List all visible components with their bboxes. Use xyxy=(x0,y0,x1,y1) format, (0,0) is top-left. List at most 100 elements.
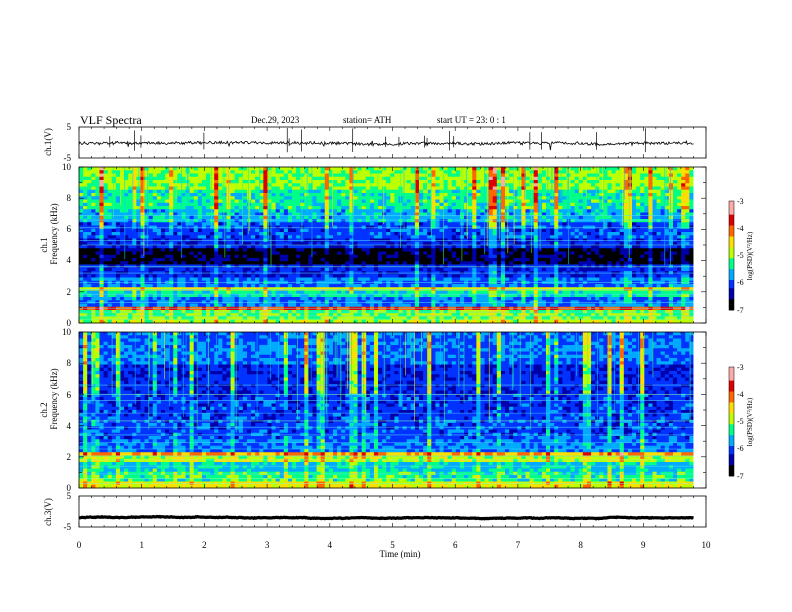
spectrogram-cell xyxy=(517,222,522,226)
spectrogram-cell xyxy=(189,209,195,213)
spectrogram-cell xyxy=(165,199,170,204)
spectrogram-cell xyxy=(545,219,551,223)
spectrogram-cell xyxy=(431,212,436,217)
spectrogram-cell xyxy=(361,167,367,171)
spectrogram-cell xyxy=(591,183,596,187)
spectrogram-cell xyxy=(443,202,449,207)
spectrogram-cell xyxy=(365,189,371,194)
spectrogram-cell xyxy=(668,251,674,256)
spectrogram-cell xyxy=(144,206,150,210)
spectrogram-cell xyxy=(537,254,543,259)
spectrogram-cell xyxy=(201,267,207,272)
spectrogram-cell xyxy=(509,176,514,181)
spectrogram-cell xyxy=(619,248,625,252)
spectrogram-cell xyxy=(640,248,645,252)
spectrogram-cell xyxy=(681,167,686,171)
spectrogram-cell xyxy=(210,222,215,226)
spectrogram-cell xyxy=(496,251,502,256)
spectrogram-cell xyxy=(148,258,154,262)
spectrogram-cell xyxy=(296,235,301,239)
spectrogram-cell xyxy=(308,258,313,262)
spectrogram-cell xyxy=(533,167,539,171)
spectrogram-cell xyxy=(353,183,358,187)
spectrogram-cell xyxy=(668,212,674,217)
spectrogram-cell xyxy=(402,215,408,220)
spectrogram-cell xyxy=(623,258,629,262)
spectrogram-cell xyxy=(591,202,596,207)
spectrogram-cell xyxy=(308,170,313,174)
spectrogram-cell xyxy=(95,183,100,187)
spectrogram-cell xyxy=(447,245,453,249)
spectrogram-cell xyxy=(95,186,100,191)
spectrogram-cell xyxy=(677,228,682,233)
spectrogram-cell xyxy=(591,215,596,220)
spectrogram-cell xyxy=(636,241,641,246)
spectrogram-cell xyxy=(636,212,641,217)
spectrogram-cell xyxy=(582,241,588,246)
spectrogram-cell xyxy=(242,241,248,246)
spectrogram-cell xyxy=(386,189,391,194)
spectrogram-cell xyxy=(554,180,559,184)
spectrogram-cell xyxy=(668,193,674,197)
spectrogram-cell xyxy=(627,245,633,249)
spectrogram-cell xyxy=(337,215,342,220)
spectrogram-cell xyxy=(525,209,531,213)
spectrogram-cell xyxy=(83,170,88,174)
spectrogram-cell xyxy=(464,261,469,265)
spectrogram-cell xyxy=(689,170,694,174)
spectrogram-cell xyxy=(115,167,121,171)
spectrogram-cell xyxy=(304,196,309,200)
spectrogram-cell xyxy=(406,202,412,207)
spectrogram-cell xyxy=(197,206,203,210)
spectrogram-cell xyxy=(615,199,621,204)
spectrogram-cell xyxy=(685,183,690,187)
spectrogram-cell xyxy=(267,183,272,187)
spectrogram-cell xyxy=(99,241,104,246)
spectrogram-cell xyxy=(320,212,326,217)
spectrogram-cell xyxy=(316,202,322,207)
spectrogram-cell xyxy=(595,245,600,249)
spectrogram-cell xyxy=(603,248,608,252)
ch1-ytick-bottom: -5 xyxy=(64,153,72,163)
spectrogram-cell xyxy=(214,219,219,223)
spectrogram-cell xyxy=(640,267,645,272)
spectrogram-cell xyxy=(439,258,444,262)
spectrogram-cell xyxy=(283,267,289,272)
spectrogram-cell xyxy=(230,267,236,272)
spectrogram-cell xyxy=(619,228,625,233)
spectrogram-cell xyxy=(484,225,490,230)
spectrogram-cell xyxy=(554,209,559,213)
spectrogram-cell xyxy=(271,173,277,178)
spectrogram-cell xyxy=(79,245,84,249)
spectrogram-cell xyxy=(169,222,174,226)
spectrogram-cell xyxy=(476,193,481,197)
spectrogram-cell xyxy=(267,264,272,269)
spectrogram-cell xyxy=(427,167,432,171)
spectrogram-cell xyxy=(144,199,150,204)
spectrogram-cell xyxy=(677,264,682,269)
spectrogram-cell xyxy=(619,206,625,210)
spectrogram-cell xyxy=(83,173,88,178)
spectrogram-cell xyxy=(623,199,629,204)
spectrogram-cell xyxy=(586,196,592,200)
spectrogram-cell xyxy=(525,193,531,197)
spectrogram-cell xyxy=(480,176,485,181)
spectrogram-cell xyxy=(574,219,580,223)
spectrogram-cell xyxy=(521,264,526,269)
spectrogram-cell xyxy=(640,254,645,259)
spectrogram-cell xyxy=(529,251,535,256)
spectrogram-cell xyxy=(328,176,334,181)
spectrogram-cell xyxy=(119,202,125,207)
spectrogram-cell xyxy=(165,258,170,262)
spectrogram-cell xyxy=(210,206,215,210)
spectrogram-cell xyxy=(558,245,563,249)
spectrogram-cell xyxy=(79,248,84,252)
spectrogram-cell xyxy=(193,167,199,171)
spectrogram-cell xyxy=(689,258,694,262)
spectrogram-cell xyxy=(599,225,604,230)
spectrogram-cell xyxy=(107,251,113,256)
spectrogram-cell xyxy=(681,219,686,223)
spectrogram-cell xyxy=(685,196,690,200)
spectrogram-cell xyxy=(169,258,174,262)
